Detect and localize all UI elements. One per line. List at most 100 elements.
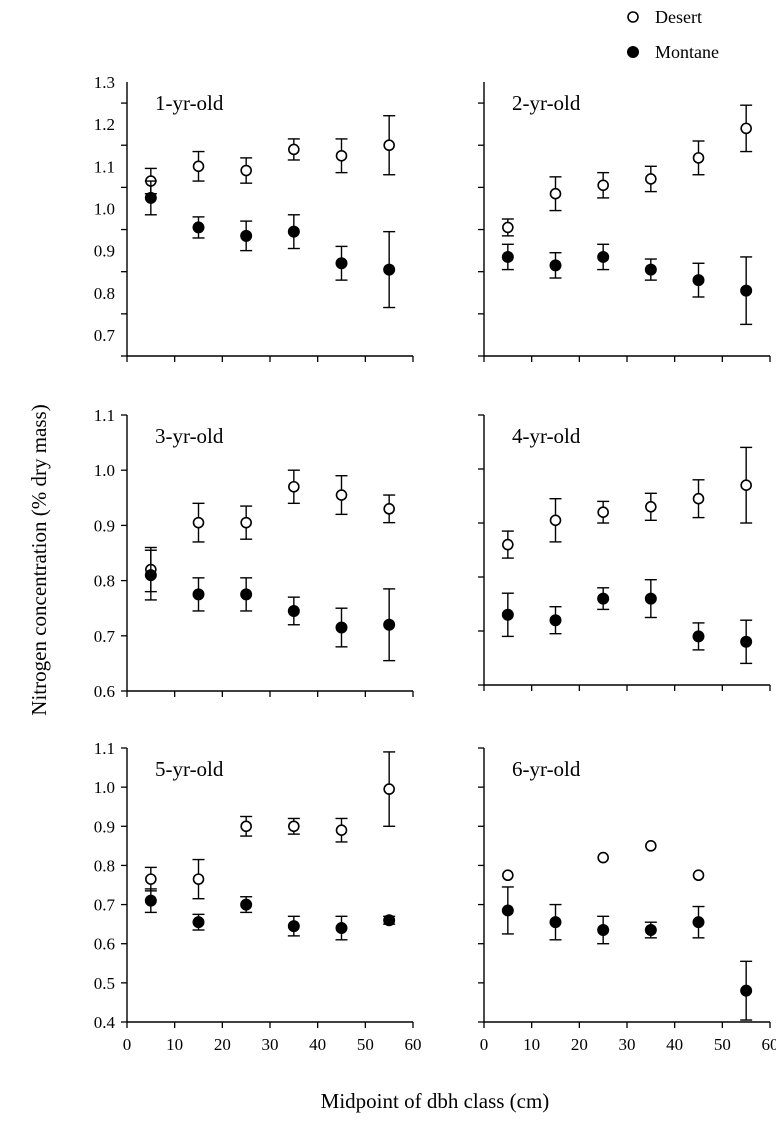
- montane-point: [598, 925, 609, 936]
- y-tick-label: 0.6: [94, 682, 115, 701]
- y-tick-label: 0.7: [94, 627, 116, 646]
- y-tick-label: 0.8: [94, 572, 115, 591]
- desert-point: [646, 502, 656, 512]
- x-tick-label: 10: [166, 1035, 183, 1054]
- montane-point: [693, 917, 704, 928]
- montane-point: [384, 619, 395, 630]
- desert-point: [241, 821, 251, 831]
- y-tick-label: 0.7: [94, 896, 116, 915]
- montane-point: [598, 251, 609, 262]
- montane-point: [336, 923, 347, 934]
- y-tick-label: 0.6: [94, 935, 115, 954]
- montane-point: [598, 593, 609, 604]
- desert-point: [598, 180, 608, 190]
- panel-title: 5-yr-old: [155, 757, 224, 781]
- desert-point: [598, 853, 608, 863]
- x-tick-label: 60: [762, 1035, 776, 1054]
- y-tick-label: 1.1: [94, 406, 115, 425]
- desert-point: [194, 874, 204, 884]
- panel-title: 3-yr-old: [155, 424, 224, 448]
- y-tick-label: 1.1: [94, 739, 115, 758]
- desert-point: [741, 123, 751, 133]
- x-tick-label: 30: [262, 1035, 279, 1054]
- y-tick-label: 1.0: [94, 778, 115, 797]
- panel-title: 4-yr-old: [512, 424, 581, 448]
- montane-point: [645, 264, 656, 275]
- montane-point: [502, 251, 513, 262]
- montane-point: [193, 222, 204, 233]
- montane-point: [384, 264, 395, 275]
- montane-point: [193, 589, 204, 600]
- y-tick-label: 1.0: [94, 461, 115, 480]
- x-tick-label: 0: [480, 1035, 489, 1054]
- desert-point: [646, 841, 656, 851]
- x-tick-label: 20: [571, 1035, 588, 1054]
- montane-point: [145, 192, 156, 203]
- desert-point: [503, 222, 513, 232]
- y-tick-label: 1.3: [94, 73, 115, 92]
- desert-point: [694, 870, 704, 880]
- montane-point: [241, 589, 252, 600]
- panel-title: 1-yr-old: [155, 91, 224, 115]
- y-tick-label: 1.0: [94, 199, 115, 218]
- montane-point: [502, 905, 513, 916]
- montane-point: [645, 593, 656, 604]
- y-tick-label: 0.7: [94, 326, 116, 345]
- desert-point: [289, 482, 299, 492]
- desert-point: [551, 515, 561, 525]
- desert-point: [337, 490, 347, 500]
- montane-point: [384, 915, 395, 926]
- desert-point: [503, 870, 513, 880]
- legend: Desert Montane: [628, 7, 719, 62]
- panel-6: 0 10 20 30 40 50 60 6-yr-old: [478, 748, 776, 1054]
- x-tick-label: 30: [619, 1035, 636, 1054]
- panel-title: 2-yr-old: [512, 91, 581, 115]
- desert-point: [337, 151, 347, 161]
- x-tick-label: 50: [714, 1035, 731, 1054]
- montane-point: [693, 631, 704, 642]
- desert-point: [289, 821, 299, 831]
- desert-point: [503, 540, 513, 550]
- panel-3: 0.6 0.7 0.8 0.9 1.0 1.1 3-yr-old: [94, 406, 413, 701]
- x-tick-label: 10: [523, 1035, 540, 1054]
- x-tick-label: 60: [405, 1035, 422, 1054]
- montane-point: [336, 622, 347, 633]
- montane-point: [550, 260, 561, 271]
- x-axis-title: Midpoint of dbh class (cm): [321, 1089, 550, 1113]
- montane-point: [193, 917, 204, 928]
- x-tick-label: 40: [309, 1035, 326, 1054]
- montane-point: [741, 285, 752, 296]
- desert-point: [384, 784, 394, 794]
- x-tick-label: 40: [666, 1035, 683, 1054]
- montane-point: [336, 258, 347, 269]
- panel-1: 0.70.80.91.01.11.21.31-yr-old: [94, 73, 413, 362]
- montane-point: [693, 275, 704, 286]
- y-tick-label: 0.8: [94, 856, 115, 875]
- legend-desert-label: Desert: [655, 7, 702, 27]
- desert-point: [194, 518, 204, 528]
- desert-point: [694, 494, 704, 504]
- montane-point: [550, 917, 561, 928]
- desert-point: [646, 174, 656, 184]
- x-tick-label: 20: [214, 1035, 231, 1054]
- desert-point: [146, 874, 156, 884]
- legend-montane-marker: [628, 47, 639, 58]
- montane-point: [241, 230, 252, 241]
- montane-point: [288, 921, 299, 932]
- montane-point: [741, 636, 752, 647]
- montane-point: [288, 226, 299, 237]
- x-tick-label: 50: [357, 1035, 374, 1054]
- montane-point: [645, 925, 656, 936]
- y-tick-label: 0.9: [94, 242, 115, 261]
- y-axis-title: Nitrogen concentration (% dry mass): [27, 404, 51, 715]
- montane-point: [550, 615, 561, 626]
- x-tick-label: 0: [123, 1035, 132, 1054]
- y-tick-label: 1.1: [94, 157, 115, 176]
- desert-point: [551, 189, 561, 199]
- panel-title: 6-yr-old: [512, 757, 581, 781]
- legend-montane-label: Montane: [655, 42, 719, 62]
- desert-point: [384, 504, 394, 514]
- y-tick-label: 0.9: [94, 516, 115, 535]
- desert-point: [384, 140, 394, 150]
